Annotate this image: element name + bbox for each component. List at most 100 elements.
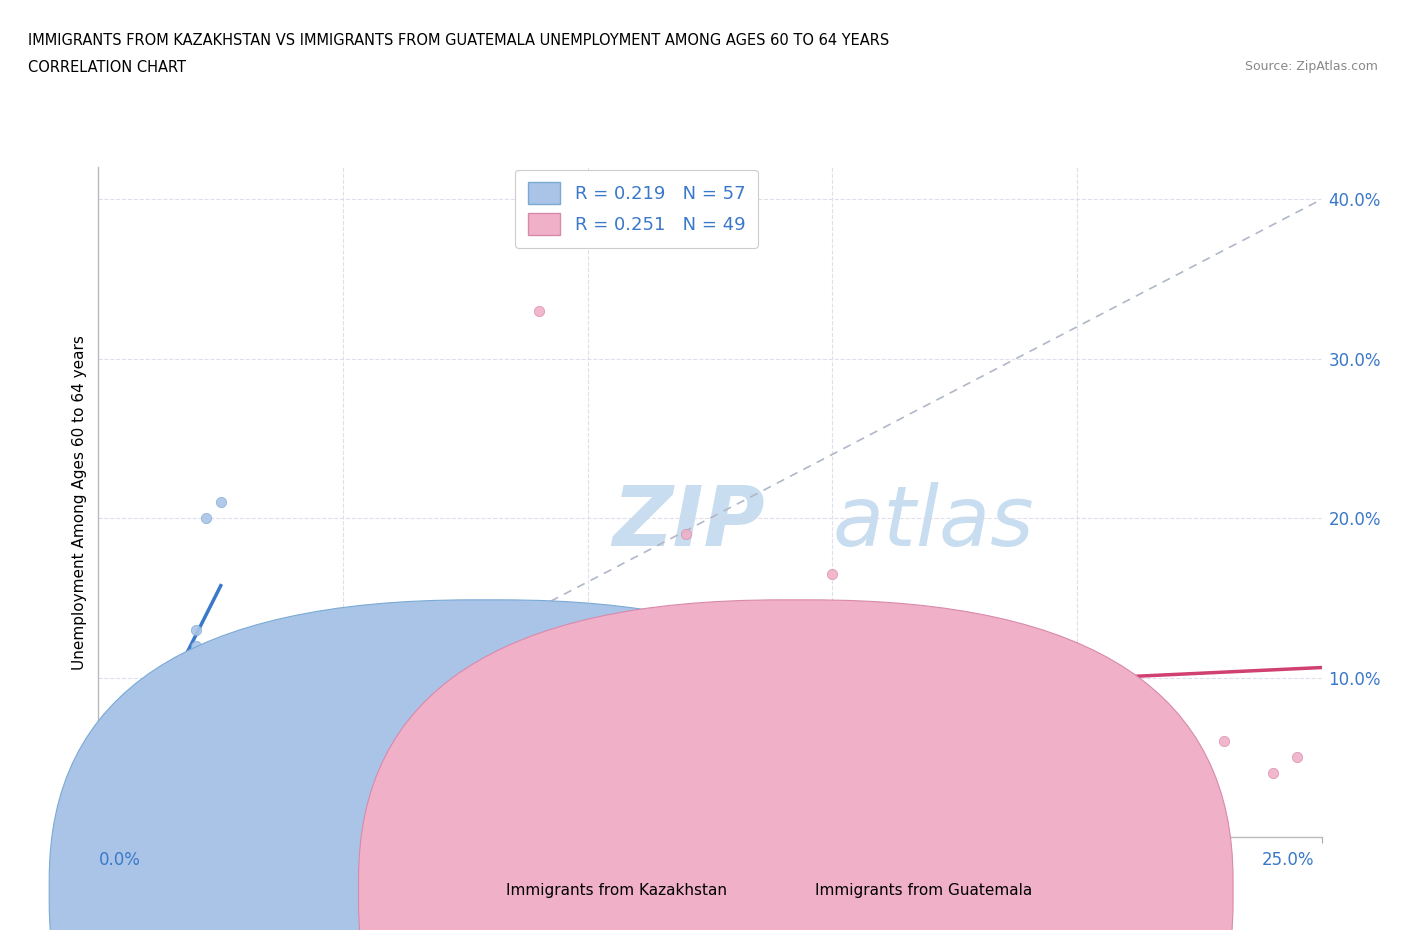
Point xyxy=(136,718,159,733)
Point xyxy=(146,694,169,709)
Point xyxy=(1066,702,1088,717)
Y-axis label: Unemployment Among Ages 60 to 64 years: Unemployment Among Ages 60 to 64 years xyxy=(72,335,87,670)
Text: Immigrants from Kazakhstan: Immigrants from Kazakhstan xyxy=(506,884,727,898)
Point xyxy=(626,638,648,653)
Point xyxy=(87,821,110,836)
Point xyxy=(87,794,110,809)
Point xyxy=(160,765,183,780)
Point xyxy=(1286,750,1309,764)
Point xyxy=(101,821,124,836)
Point xyxy=(308,710,330,724)
Point xyxy=(101,765,124,780)
Point xyxy=(87,820,110,835)
Text: CORRELATION CHART: CORRELATION CHART xyxy=(28,60,186,75)
Point xyxy=(87,830,110,844)
Point xyxy=(136,798,159,813)
Point xyxy=(283,718,305,733)
Point xyxy=(503,662,526,677)
Text: 0.0%: 0.0% xyxy=(98,851,141,870)
Point xyxy=(87,816,110,830)
Point xyxy=(176,654,198,669)
Point xyxy=(111,817,134,831)
Text: IMMIGRANTS FROM KAZAKHSTAN VS IMMIGRANTS FROM GUATEMALA UNEMPLOYMENT AMONG AGES : IMMIGRANTS FROM KAZAKHSTAN VS IMMIGRANTS… xyxy=(28,33,890,47)
Point xyxy=(87,790,110,804)
Point xyxy=(136,782,159,797)
Point xyxy=(576,606,599,621)
Point xyxy=(87,801,110,816)
Point xyxy=(160,678,183,693)
Point xyxy=(821,566,844,581)
Point xyxy=(209,742,232,757)
Point xyxy=(117,742,139,757)
Point xyxy=(405,686,427,701)
Point xyxy=(723,678,745,693)
Point xyxy=(111,798,134,813)
Text: Source: ZipAtlas.com: Source: ZipAtlas.com xyxy=(1244,60,1378,73)
Point xyxy=(131,805,153,820)
Point xyxy=(136,702,159,717)
Point xyxy=(87,825,110,840)
Point xyxy=(675,526,697,541)
Point xyxy=(675,622,697,637)
Point xyxy=(87,805,110,820)
Point xyxy=(870,718,893,733)
Point xyxy=(967,710,990,724)
Point xyxy=(87,814,110,829)
Point xyxy=(87,798,110,813)
Point xyxy=(87,812,110,827)
Point xyxy=(87,814,110,829)
Point xyxy=(87,830,110,844)
Point xyxy=(772,694,794,709)
Point xyxy=(356,694,378,709)
Point xyxy=(176,765,198,780)
Legend: R = 0.219   N = 57, R = 0.251   N = 49: R = 0.219 N = 57, R = 0.251 N = 49 xyxy=(515,170,758,248)
Point xyxy=(87,830,110,844)
Point xyxy=(186,638,208,653)
Point xyxy=(1066,718,1088,733)
Point xyxy=(699,606,721,621)
Text: Immigrants from Guatemala: Immigrants from Guatemala xyxy=(815,884,1033,898)
Point xyxy=(121,782,143,797)
Point xyxy=(127,726,149,741)
Point xyxy=(111,750,134,764)
Point xyxy=(87,830,110,844)
Point xyxy=(87,798,110,813)
Point xyxy=(381,694,404,709)
Point xyxy=(748,702,770,717)
Point xyxy=(87,774,110,789)
Point xyxy=(1261,765,1284,780)
Point xyxy=(107,758,129,773)
Point xyxy=(87,785,110,800)
Point xyxy=(797,686,820,701)
Point xyxy=(920,702,942,717)
Point xyxy=(87,804,110,819)
Point xyxy=(478,671,501,685)
Point xyxy=(332,702,354,717)
Point xyxy=(1115,726,1137,741)
Point xyxy=(160,782,183,797)
Point xyxy=(87,830,110,844)
Point xyxy=(553,622,575,637)
Point xyxy=(650,646,672,661)
Point xyxy=(600,622,623,637)
Point xyxy=(87,830,110,844)
Point xyxy=(87,830,110,844)
Point xyxy=(87,823,110,838)
Text: ZIP: ZIP xyxy=(612,482,765,563)
Point xyxy=(209,495,232,510)
Point xyxy=(87,810,110,825)
Point xyxy=(121,734,143,749)
Point xyxy=(527,303,550,318)
Point xyxy=(233,734,256,749)
Point xyxy=(97,827,120,842)
Point xyxy=(121,810,143,825)
Point xyxy=(821,671,844,685)
Point xyxy=(249,726,271,741)
Point xyxy=(87,830,110,844)
Point xyxy=(87,818,110,833)
Point xyxy=(1212,734,1234,749)
Point xyxy=(87,830,110,844)
Point xyxy=(527,654,550,669)
Point xyxy=(150,686,173,701)
Text: atlas: atlas xyxy=(832,482,1033,563)
